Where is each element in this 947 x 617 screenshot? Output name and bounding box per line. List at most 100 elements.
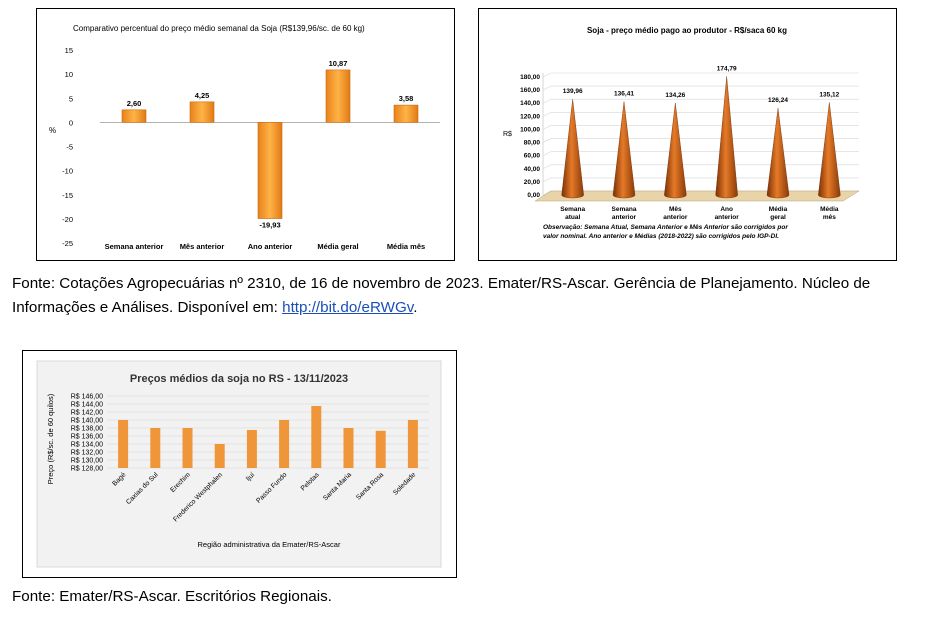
gridline-depth bbox=[542, 98, 552, 104]
chart-price-producer: Soja - preço médio pago ao produtor - R$… bbox=[478, 8, 897, 261]
bar bbox=[121, 109, 147, 123]
y-tick-label: R$ 136,00 bbox=[71, 434, 103, 441]
cone-bar bbox=[561, 99, 584, 199]
source-text: Fonte: Cotações Agropecuárias nº 2310, d… bbox=[12, 275, 871, 316]
data-label: 3,58 bbox=[399, 94, 414, 103]
y-tick-label: R$ 138,00 bbox=[71, 426, 103, 433]
bar bbox=[393, 104, 419, 123]
y-tick-label: 80,00 bbox=[524, 140, 541, 147]
data-label: 10,87 bbox=[329, 59, 348, 68]
y-tick-label: 120,00 bbox=[520, 113, 540, 120]
chart-title: Soja - preço médio pago ao produtor - R$… bbox=[587, 26, 787, 35]
data-label: 126,24 bbox=[768, 97, 788, 104]
y-tick-label: R$ 140,00 bbox=[71, 418, 103, 425]
gridline-depth bbox=[542, 177, 552, 183]
chart-percent-comparison: Comparativo percentual do preço médio se… bbox=[36, 8, 455, 261]
category-label: Semana atual bbox=[560, 206, 585, 221]
source-note-2: Fonte: Emater/RS-Ascar. Escritórios Regi… bbox=[12, 588, 332, 605]
chart-title: Comparativo percentual do preço médio se… bbox=[73, 24, 365, 33]
chart-background bbox=[36, 360, 442, 568]
data-label: 139,96 bbox=[563, 88, 583, 95]
category-label: Semana anterior bbox=[105, 242, 164, 251]
category-label: Ano anterior bbox=[248, 242, 293, 251]
y-tick-label: -20 bbox=[62, 215, 73, 224]
data-label: 136,41 bbox=[614, 91, 634, 98]
bar bbox=[246, 430, 257, 468]
chart-regional-svg: Preços médios da soja no RS - 13/11/2023… bbox=[36, 360, 442, 568]
source-end: . bbox=[413, 299, 418, 316]
y-tick-label: R$ 144,00 bbox=[71, 402, 103, 409]
category-label: Média mês bbox=[387, 242, 425, 251]
data-label: -19,93 bbox=[259, 221, 280, 230]
bar bbox=[257, 122, 283, 219]
gridline-depth bbox=[542, 138, 552, 143]
gridline-depth bbox=[542, 125, 552, 130]
y-axis-label: % bbox=[49, 126, 56, 135]
chart-regional-prices: Preços médios da soja no RS - 13/11/2023… bbox=[22, 350, 457, 578]
source-note-1: Fonte: Cotações Agropecuárias nº 2310, d… bbox=[12, 272, 937, 320]
y-tick-label: 20,00 bbox=[524, 179, 541, 186]
y-tick-label: 140,00 bbox=[520, 100, 540, 107]
y-tick-label: -5 bbox=[66, 143, 73, 152]
category-label: Ijuí bbox=[245, 471, 256, 482]
bar bbox=[407, 420, 418, 468]
y-axis-label: Preço (R$/sc. de 60 quilos) bbox=[46, 393, 55, 484]
bar bbox=[325, 69, 351, 123]
floor-3d bbox=[534, 190, 860, 202]
data-label: 174,79 bbox=[717, 65, 737, 72]
cone-bar bbox=[664, 102, 687, 199]
bar bbox=[343, 428, 354, 468]
y-tick-label: -25 bbox=[62, 239, 73, 248]
data-label: 4,25 bbox=[195, 91, 210, 100]
cone-bar bbox=[612, 101, 636, 199]
bar bbox=[375, 430, 386, 468]
bar bbox=[214, 444, 225, 468]
source-link[interactable]: http://bit.do/eRWGv bbox=[282, 299, 414, 316]
chart-title: Preços médios da soja no RS - 13/11/2023 bbox=[130, 373, 348, 385]
y-axis-label: R$ bbox=[503, 131, 512, 138]
y-tick-label: 0 bbox=[69, 118, 73, 127]
y-tick-label: R$ 134,00 bbox=[71, 442, 103, 449]
chart-price-svg: Soja - preço médio pago ao produtor - R$… bbox=[503, 26, 860, 240]
data-label: 134,26 bbox=[665, 92, 685, 99]
cone-bar bbox=[766, 108, 790, 199]
category-label: Média geral bbox=[769, 206, 788, 221]
y-tick-label: 10 bbox=[65, 70, 73, 79]
gridline-depth bbox=[542, 72, 552, 78]
category-label: Mês anterior bbox=[180, 242, 225, 251]
bar bbox=[279, 420, 290, 468]
y-tick-label: 100,00 bbox=[520, 126, 540, 133]
y-tick-label: 160,00 bbox=[520, 87, 540, 94]
y-tick-label: 40,00 bbox=[524, 166, 541, 173]
y-tick-label: R$ 128,00 bbox=[71, 466, 103, 473]
category-label: Ano anterior bbox=[715, 206, 740, 221]
gridline-depth bbox=[542, 151, 552, 156]
chart-percent-svg: Comparativo percentual do preço médio se… bbox=[49, 24, 440, 251]
cone-bar bbox=[715, 76, 738, 199]
y-tick-label: -10 bbox=[62, 167, 73, 176]
bar bbox=[189, 101, 215, 123]
bar bbox=[311, 406, 322, 468]
y-tick-label: 60,00 bbox=[524, 153, 541, 160]
category-label: Mês anterior bbox=[663, 206, 688, 221]
y-tick-label: R$ 142,00 bbox=[71, 410, 103, 417]
y-tick-label: 5 bbox=[69, 94, 73, 103]
bar bbox=[150, 428, 161, 468]
bar bbox=[182, 428, 193, 468]
y-tick-label: -15 bbox=[62, 191, 73, 200]
gridline-depth bbox=[542, 164, 552, 170]
y-tick-label: R$ 146,00 bbox=[71, 394, 103, 401]
data-label: 2,60 bbox=[127, 99, 142, 108]
category-label: Média mês bbox=[820, 206, 839, 221]
x-axis-label: Região administrativa da Emater/RS-Ascar bbox=[198, 540, 341, 549]
y-tick-label: 0,00 bbox=[527, 192, 540, 199]
y-tick-label: R$ 132,00 bbox=[71, 450, 103, 457]
gridline-depth bbox=[542, 85, 552, 91]
y-tick-label: 180,00 bbox=[520, 74, 540, 81]
gridline-depth bbox=[542, 112, 552, 117]
cone-bar bbox=[818, 102, 841, 199]
category-label: Semana anterior bbox=[612, 206, 637, 221]
data-label: 135,12 bbox=[819, 91, 839, 98]
bar bbox=[118, 420, 129, 468]
category-label: Média geral bbox=[317, 242, 358, 251]
